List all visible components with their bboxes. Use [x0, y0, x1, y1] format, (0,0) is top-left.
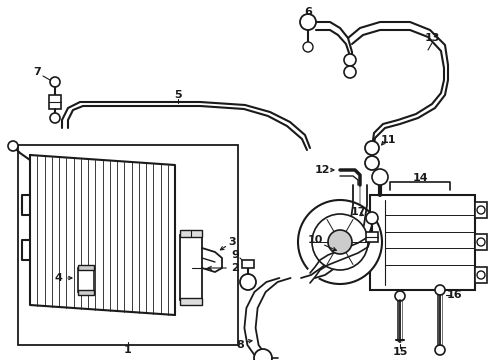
- Circle shape: [476, 271, 484, 279]
- Text: 7: 7: [33, 67, 41, 77]
- Text: 9: 9: [231, 250, 239, 260]
- Circle shape: [303, 42, 312, 52]
- Bar: [474, 267, 486, 283]
- Text: 13: 13: [424, 33, 439, 43]
- Bar: [180, 298, 202, 305]
- Circle shape: [297, 200, 381, 284]
- Text: 15: 15: [391, 347, 407, 357]
- Bar: [369, 195, 474, 290]
- Bar: [78, 290, 94, 295]
- Text: 4: 4: [54, 273, 62, 283]
- Circle shape: [364, 141, 378, 155]
- Circle shape: [343, 66, 355, 78]
- Circle shape: [253, 349, 271, 360]
- Text: 3: 3: [228, 237, 235, 247]
- Circle shape: [50, 77, 60, 87]
- Bar: [474, 234, 486, 250]
- Circle shape: [311, 214, 367, 270]
- Circle shape: [434, 345, 444, 355]
- Text: 12: 12: [314, 165, 329, 175]
- Text: 8: 8: [236, 340, 244, 350]
- Circle shape: [240, 274, 256, 290]
- Bar: [18, 145, 238, 345]
- Bar: [474, 202, 486, 218]
- Text: 5: 5: [174, 90, 182, 100]
- Circle shape: [434, 285, 444, 295]
- Text: 11: 11: [380, 135, 395, 145]
- Circle shape: [327, 230, 351, 254]
- Circle shape: [365, 212, 377, 224]
- Circle shape: [476, 238, 484, 246]
- Text: 10: 10: [306, 235, 322, 245]
- Text: 2: 2: [231, 263, 238, 273]
- Bar: [365, 232, 377, 242]
- Bar: [180, 230, 202, 237]
- Circle shape: [343, 54, 355, 66]
- Circle shape: [8, 141, 18, 151]
- Text: 17: 17: [349, 207, 365, 217]
- Text: 16: 16: [446, 290, 462, 300]
- Bar: [242, 260, 253, 268]
- Circle shape: [371, 169, 387, 185]
- Circle shape: [394, 291, 404, 301]
- Text: 6: 6: [304, 7, 311, 17]
- Circle shape: [50, 113, 60, 123]
- Text: 1: 1: [124, 345, 132, 355]
- Bar: [49, 95, 61, 109]
- Bar: [180, 235, 202, 300]
- Text: 14: 14: [411, 173, 427, 183]
- Bar: [78, 268, 94, 292]
- Bar: [78, 265, 94, 270]
- Circle shape: [364, 156, 378, 170]
- Circle shape: [476, 206, 484, 214]
- Circle shape: [299, 14, 315, 30]
